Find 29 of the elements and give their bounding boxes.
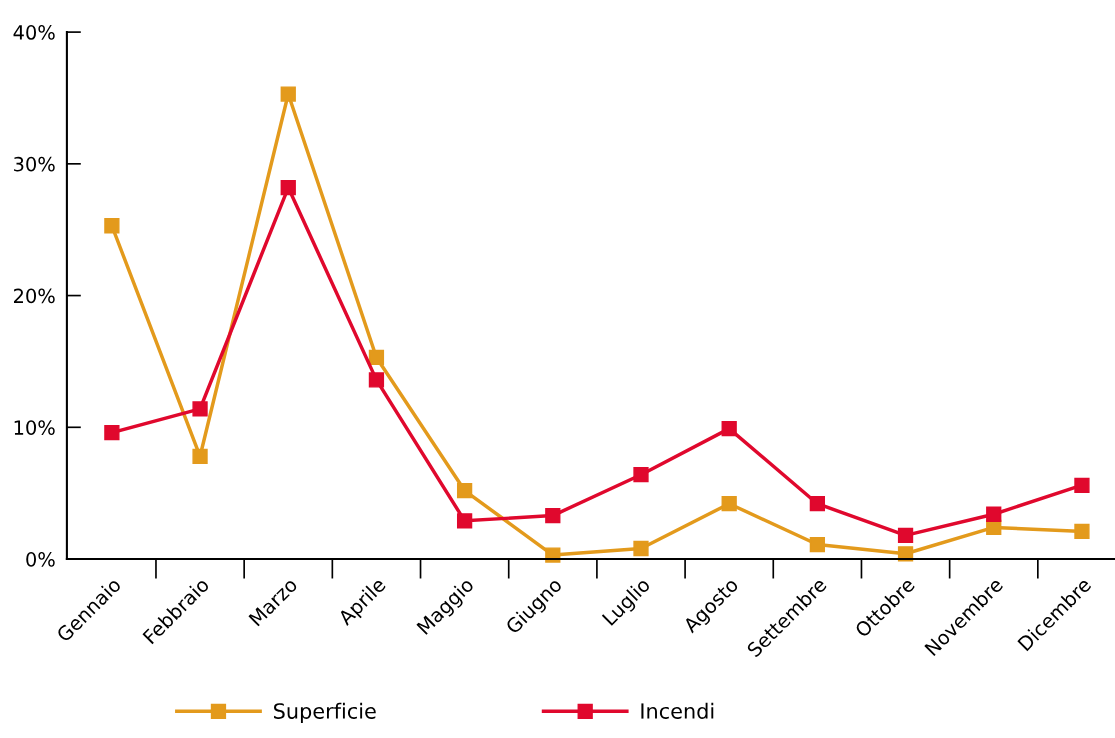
point (633, 540, 649, 557)
y-tick-label: 10% (14, 420, 55, 435)
y-tick-label: 40% (13, 25, 55, 40)
point (809, 536, 826, 553)
point (368, 372, 385, 388)
point (104, 424, 120, 441)
point (104, 218, 120, 234)
point (721, 496, 737, 512)
point (545, 547, 561, 563)
point (280, 179, 296, 196)
point (721, 420, 737, 437)
point (368, 349, 385, 366)
legend-label: Incendi (641, 702, 714, 719)
point (192, 448, 208, 464)
point (192, 401, 208, 417)
point (456, 482, 473, 499)
point (1074, 523, 1090, 540)
point (986, 506, 1002, 522)
point (280, 86, 296, 102)
point (545, 507, 561, 524)
legend-label: Superficie (274, 702, 376, 723)
point (633, 467, 649, 483)
point (897, 527, 914, 543)
point (1074, 477, 1090, 493)
y-tick-label: 0% (26, 551, 55, 567)
point (456, 513, 473, 529)
y-tick-label: 20% (14, 288, 55, 304)
point (809, 496, 826, 512)
y-tick-label: 30% (14, 156, 55, 172)
